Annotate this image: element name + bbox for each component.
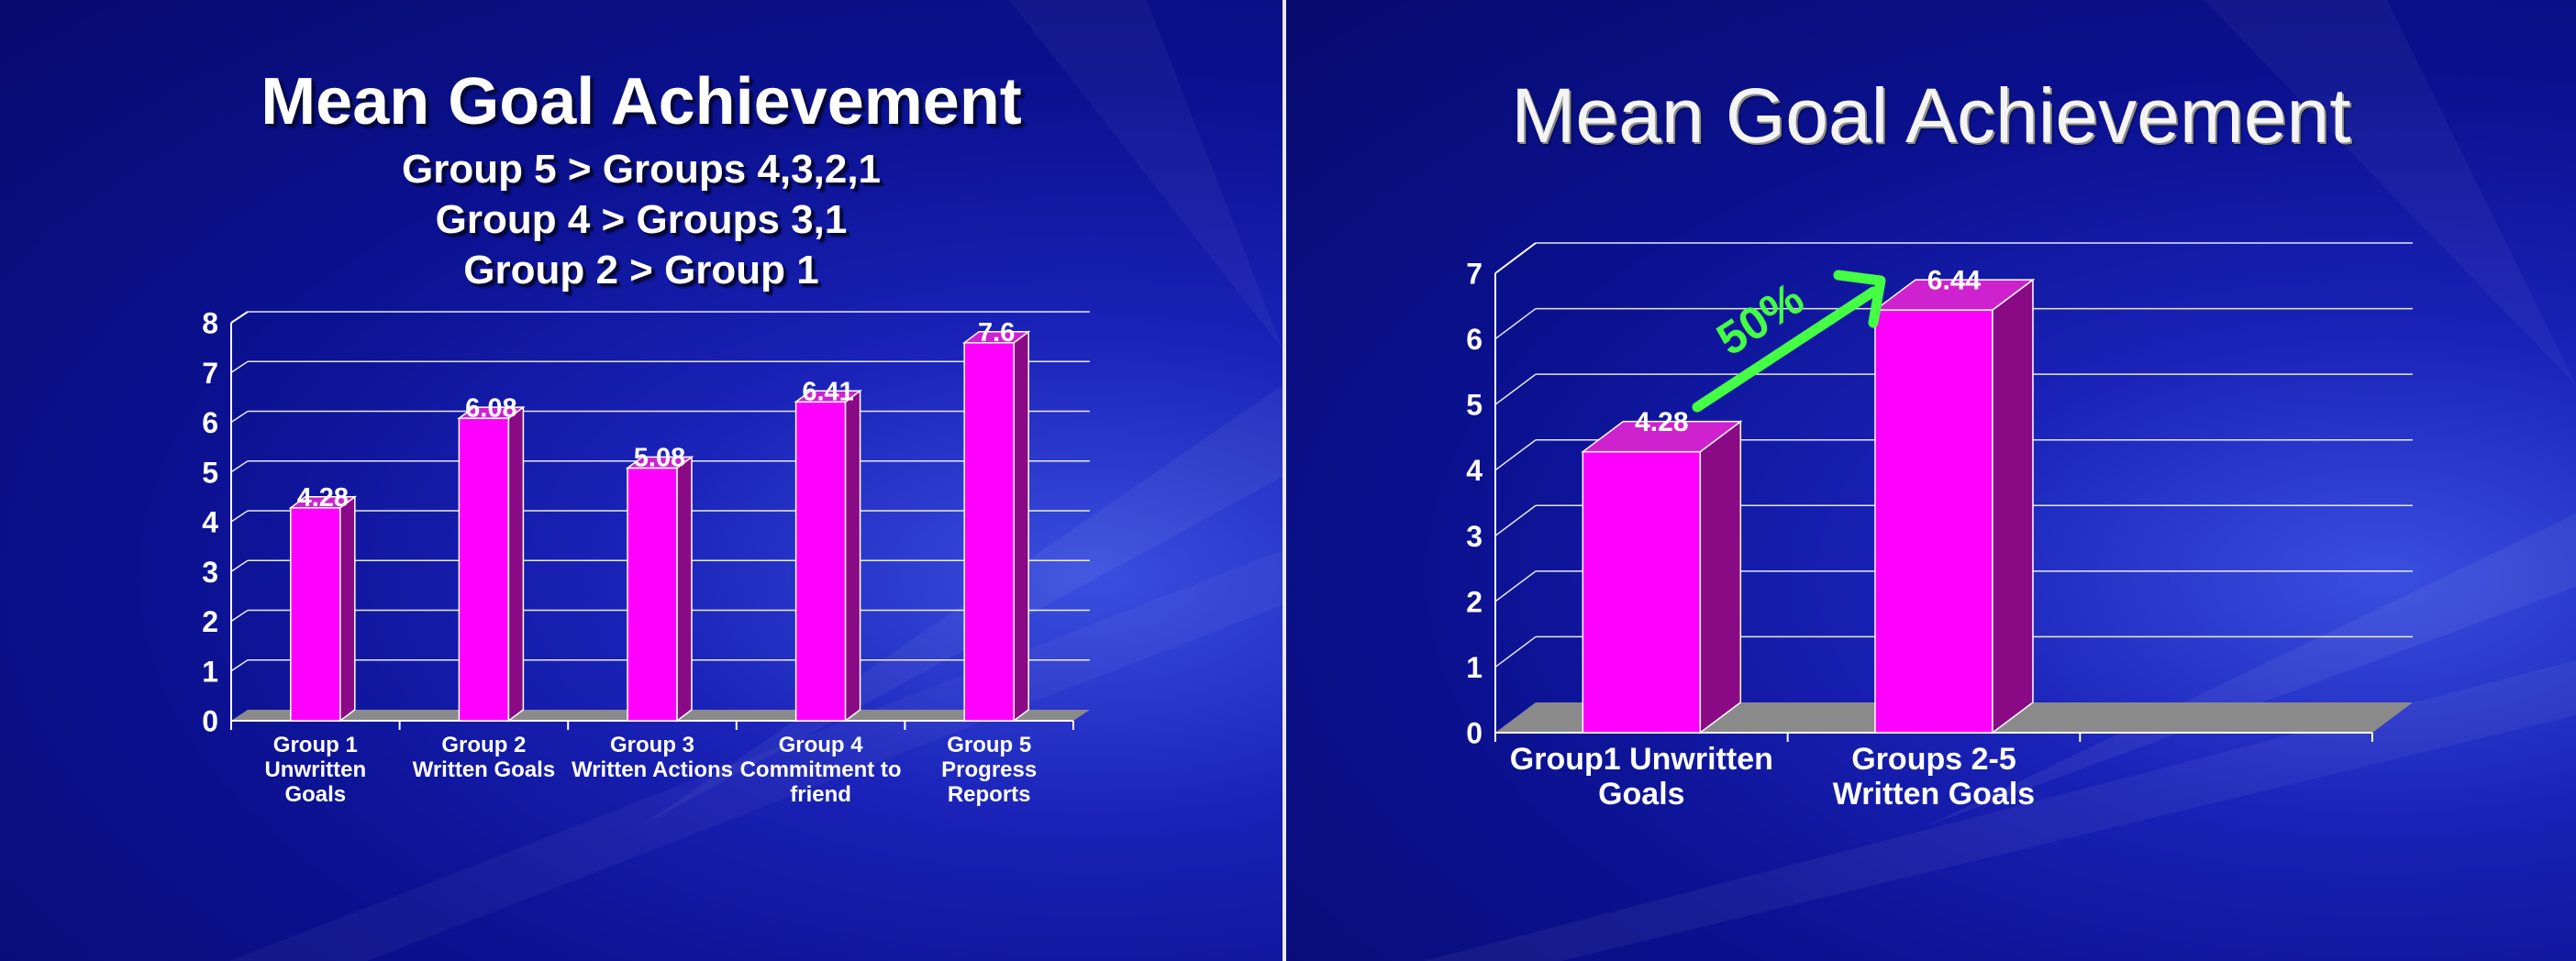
- y-tick-label: 0: [1466, 717, 1482, 750]
- chart-title: Mean Goal Achievement: [261, 65, 1022, 138]
- chart-title: Mean Goal Achievement: [1511, 72, 2351, 159]
- gridline-side: [1494, 570, 1537, 602]
- slide-right: Mean Goal Achievement 0 1 2 3 4 5 6 7 4.28 Group1…: [1286, 0, 2576, 961]
- bar-chart-right: 0 1 2 3 4 5 6 7 4.28 Group1 Unwritten Goals 6.44 Gro…: [1466, 242, 2413, 812]
- bar: [290, 507, 341, 722]
- gridline-side: [230, 410, 249, 424]
- bar-chart-left: 0 1 2 3 4 5 6 7 8 4.28 Group 1 Unwritten Goals 6.08 Gr…: [202, 307, 1090, 807]
- y-tick-label: 4: [202, 506, 218, 539]
- bar-side: [676, 455, 693, 723]
- axis-corner: [1494, 242, 1537, 274]
- x-tick-label: Group1 Unwritten Goals: [1510, 742, 1773, 812]
- gridline-side: [1494, 635, 1537, 668]
- y-tick-label: 6: [202, 406, 218, 439]
- gridline-side: [230, 659, 249, 672]
- bar-side: [507, 405, 525, 723]
- bar: [794, 401, 847, 722]
- x-tick-label: Groups 2-5 Written Goals: [1833, 742, 2035, 812]
- y-tick-label: 1: [1466, 651, 1482, 684]
- y-tick-label: 8: [202, 307, 218, 340]
- bar-top: [961, 330, 1031, 344]
- data-label: 4.28: [297, 483, 349, 513]
- bar-side: [339, 495, 356, 723]
- y-tick-label: 3: [202, 556, 218, 589]
- y-tick-label: 1: [202, 655, 218, 688]
- data-label: 6.44: [1927, 266, 1982, 296]
- gridline-side: [230, 360, 249, 373]
- x-tick-label: Group 1 Unwritten Goals: [264, 733, 366, 807]
- bar: [1582, 450, 1702, 734]
- y-tick-label: 7: [1466, 258, 1482, 291]
- bar-side: [844, 389, 861, 723]
- bar: [458, 417, 510, 722]
- bar-top: [1581, 420, 1743, 453]
- data-label: 5.08: [634, 444, 685, 473]
- gridline-side: [1494, 373, 1537, 405]
- gridline-side: [230, 460, 249, 473]
- bar: [963, 341, 1015, 722]
- y-tick-label: 2: [1466, 585, 1482, 618]
- arrow-shaft: [1692, 286, 1879, 413]
- x-tick-label: Group 2 Written Goals: [413, 733, 556, 782]
- percent-annotation: 50%: [1708, 272, 1813, 365]
- arrow-head: [1833, 270, 1886, 328]
- y-tick-label: 0: [202, 705, 218, 738]
- bar-top: [1872, 279, 2036, 311]
- bar-top: [625, 456, 694, 469]
- data-label: 6.41: [802, 377, 853, 406]
- bar-top: [288, 496, 358, 509]
- data-label: 6.08: [465, 393, 516, 423]
- subtitle-line-3: Group 2 > Group 1: [463, 248, 819, 293]
- y-tick-label: 2: [202, 605, 218, 638]
- background-rays: [1424, 0, 2576, 961]
- gridline-side: [1494, 439, 1537, 471]
- gridline-side: [1494, 504, 1537, 536]
- bar-top: [794, 390, 862, 403]
- bar-top: [457, 406, 526, 419]
- x-tick-label: Group 3 Written Actions: [572, 733, 733, 782]
- bar: [1874, 309, 1993, 734]
- axis-corner: [230, 311, 249, 324]
- slide-divider: [1282, 0, 1286, 961]
- data-label: 7.6: [978, 318, 1015, 348]
- y-tick-label: 4: [1466, 454, 1482, 487]
- gridline-side: [230, 559, 249, 572]
- y-tick-label: 3: [1466, 520, 1482, 553]
- y-tick-label: 5: [202, 456, 218, 489]
- y-tick-label: 7: [202, 357, 218, 390]
- bar-side: [1013, 330, 1029, 723]
- data-label: 4.28: [1635, 407, 1688, 437]
- subtitle-line-2: Group 4 > Groups 3,1: [435, 197, 848, 242]
- bar-side: [1699, 420, 1742, 735]
- x-tick-label: Group 5 Progress Reports: [941, 733, 1037, 807]
- gridline-side: [1494, 307, 1537, 340]
- bar-side: [1992, 278, 2034, 735]
- x-tick-label: Group 4 Commitment to friend: [740, 733, 902, 807]
- gridline-side: [230, 510, 249, 523]
- growth-arrow: [1692, 270, 1886, 413]
- subtitle-line-1: Group 5 > Groups 4,3,2,1: [401, 147, 882, 192]
- bar: [627, 467, 678, 722]
- y-tick-label: 6: [1466, 323, 1482, 356]
- gridline-side: [230, 609, 249, 623]
- y-tick-label: 5: [1466, 389, 1482, 422]
- slide-left: Mean Goal Achievement Group 5 > Groups 4…: [0, 0, 1282, 961]
